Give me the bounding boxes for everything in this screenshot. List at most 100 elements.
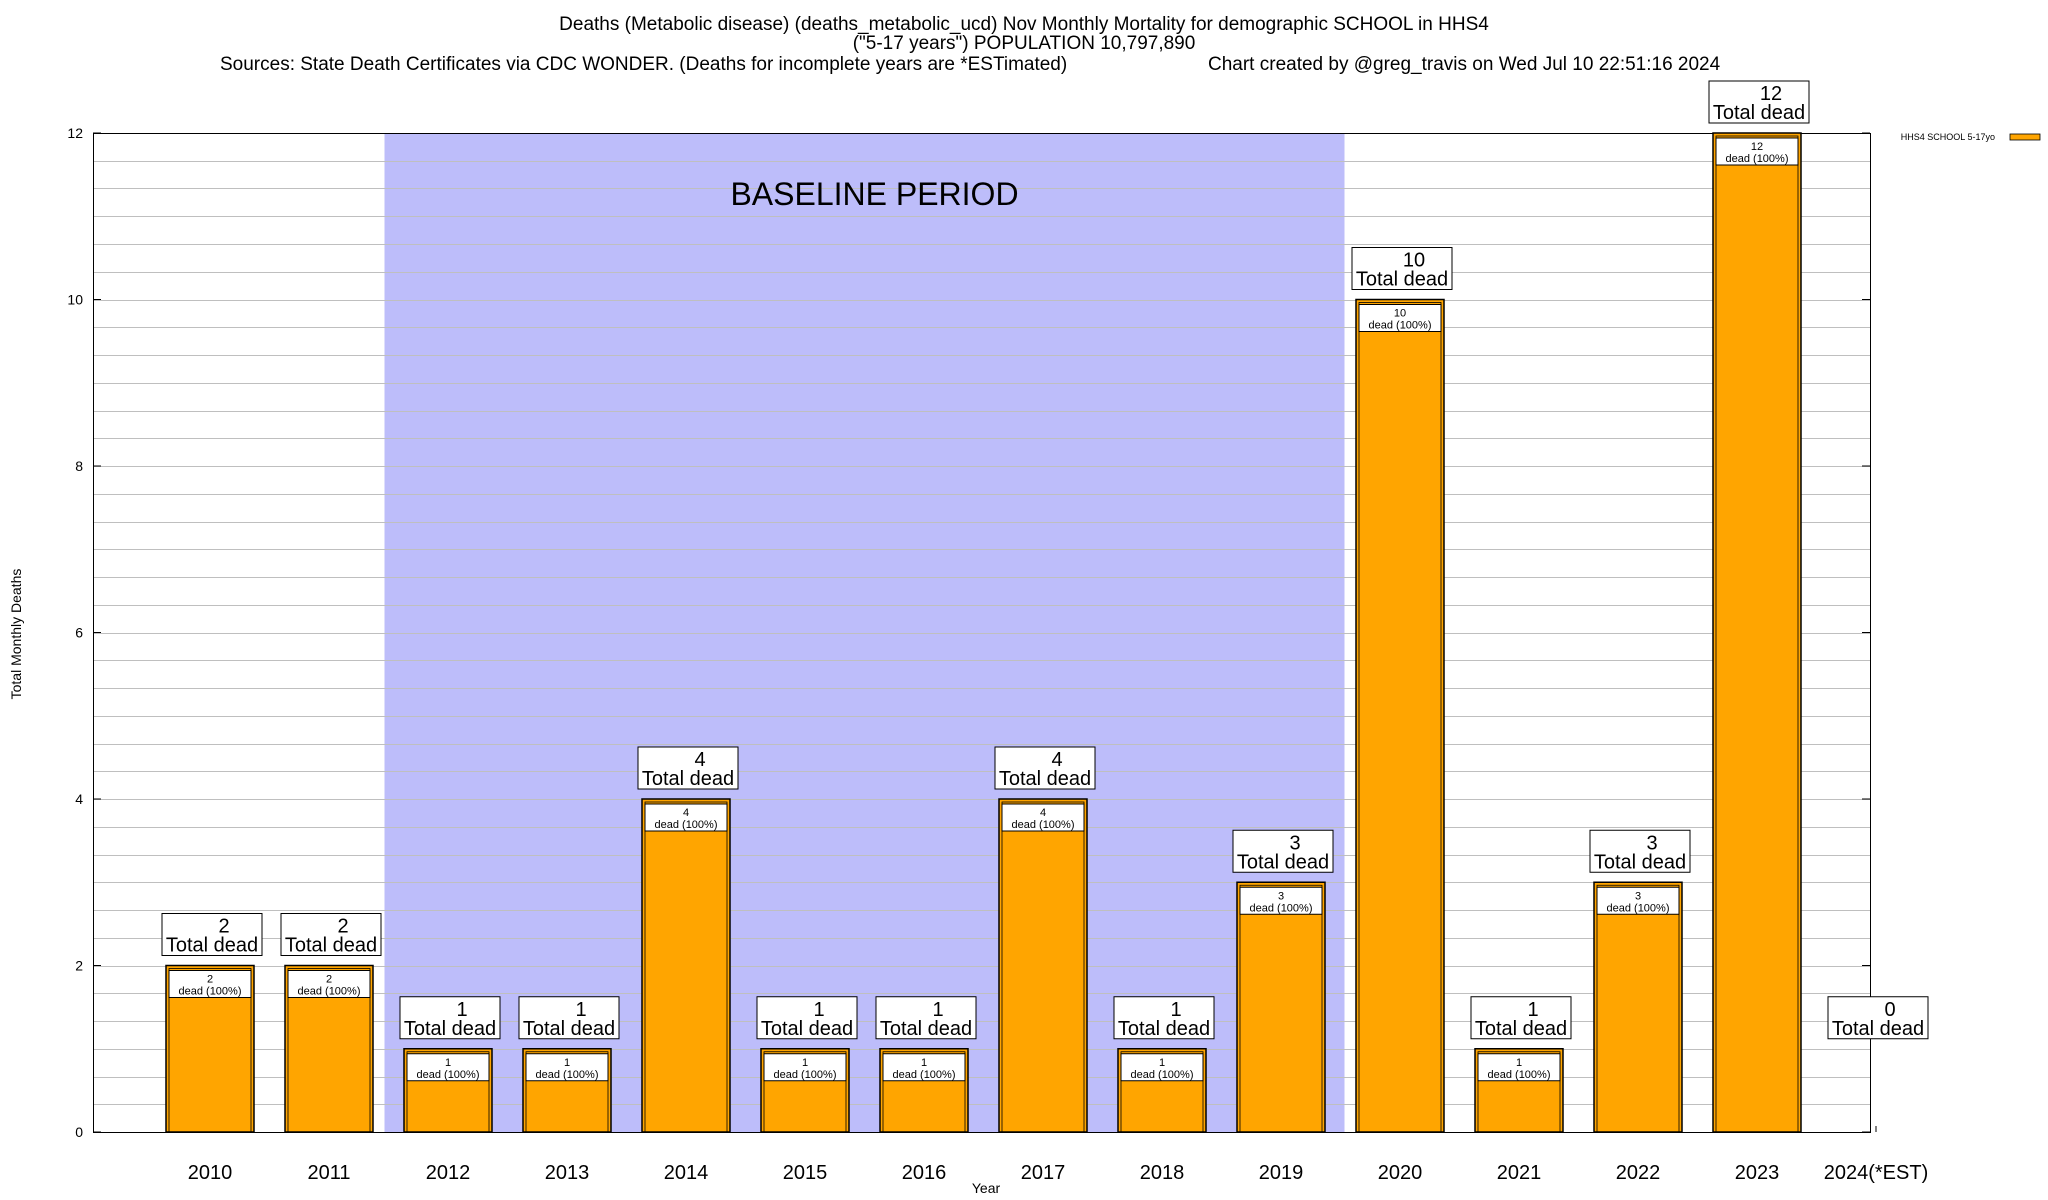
total-label-text: Total dead xyxy=(642,768,734,790)
inner-label-text: dead (100%) xyxy=(1131,1069,1194,1081)
bar xyxy=(998,798,1088,1133)
total-value-label: 4 xyxy=(694,749,705,771)
total-label-text: Total dead xyxy=(1237,851,1329,873)
x-tick-label: 2021 xyxy=(1497,1162,1542,1184)
sources-note: Sources: State Death Certificates via CD… xyxy=(220,54,1068,75)
total-label-box xyxy=(399,996,501,1040)
inner-label-text: dead (100%) xyxy=(1012,819,1075,831)
total-value-label: 1 xyxy=(813,999,824,1021)
total-label-text: Total dead xyxy=(404,1018,496,1040)
bar-inner-outline xyxy=(1239,884,1323,1133)
baseline-period-label: BASELINE PERIOD xyxy=(730,176,1018,212)
chart-title: Deaths (Metabolic disease) (deaths_metab… xyxy=(559,14,1489,35)
bar-inner-outline xyxy=(525,1051,609,1133)
x-tick-label: 2010 xyxy=(188,1162,233,1184)
inner-value-label: 3 xyxy=(1635,890,1641,902)
inner-label-text: dead (100%) xyxy=(774,1069,837,1081)
total-value-label: 3 xyxy=(1646,832,1657,854)
total-label-text: Total dead xyxy=(1118,1018,1210,1040)
inner-label-box xyxy=(525,1053,609,1082)
total-value-label: 2 xyxy=(337,916,348,938)
total-label-box xyxy=(161,913,263,956)
total-label-box xyxy=(1827,996,1929,1040)
bar-inner-outline xyxy=(1120,1051,1204,1133)
x-tick-label: 2012 xyxy=(426,1162,471,1184)
inner-value-label: 1 xyxy=(445,1057,451,1069)
y-tick-label: 0 xyxy=(75,1124,83,1140)
x-tick-label: 2022 xyxy=(1616,1162,1661,1184)
inner-value-label: 4 xyxy=(1040,807,1046,819)
bar-inner-outline xyxy=(406,1051,490,1133)
inner-value-label: 2 xyxy=(207,974,213,986)
inner-value-label: 1 xyxy=(564,1057,570,1069)
total-value-label: 4 xyxy=(1051,749,1062,771)
inner-label-box xyxy=(168,970,252,998)
inner-label-text: dead (100%) xyxy=(417,1069,480,1081)
total-label-box xyxy=(1589,829,1691,873)
total-value-label: 0 xyxy=(1884,999,1895,1021)
inner-label-box xyxy=(406,1053,490,1082)
inner-label-box xyxy=(644,803,728,832)
inner-label-box xyxy=(1239,886,1323,915)
total-label-text: Total dead xyxy=(999,768,1091,790)
bar-inner-outline xyxy=(168,968,252,1133)
total-label-box xyxy=(994,746,1096,790)
bar-inner-outline xyxy=(287,968,371,1133)
total-label-box xyxy=(756,996,858,1040)
total-label-box xyxy=(280,913,382,956)
inner-label-box xyxy=(1001,803,1085,832)
inner-label-text: dead (100%) xyxy=(655,819,718,831)
bar-inner-outline xyxy=(1715,135,1799,1133)
inner-value-label: 1 xyxy=(802,1057,808,1069)
total-label-box xyxy=(518,996,620,1040)
y-tick-label: 6 xyxy=(75,625,83,641)
total-label-box xyxy=(1232,829,1334,873)
x-tick-label: 2015 xyxy=(783,1162,828,1184)
x-tick-label: 2019 xyxy=(1259,1162,1304,1184)
inner-value-label: 4 xyxy=(683,807,689,819)
inner-label-text: dead (100%) xyxy=(1369,320,1432,332)
inner-label-box xyxy=(1358,304,1442,332)
total-value-label: 1 xyxy=(456,999,467,1021)
bar-inner-outline xyxy=(763,1051,847,1133)
x-tick-label: 2024(*EST) xyxy=(1824,1162,1929,1184)
inner-label-box xyxy=(1596,886,1680,915)
inner-value-label: 1 xyxy=(921,1057,927,1069)
bar-inner-outline xyxy=(1596,884,1680,1133)
legend-swatch xyxy=(2009,133,2041,141)
total-label-text: Total dead xyxy=(1356,269,1448,291)
total-label-text: Total dead xyxy=(166,935,258,957)
total-value-label: 10 xyxy=(1403,250,1425,272)
x-tick-label: 2016 xyxy=(902,1162,947,1184)
inner-label-text: dead (100%) xyxy=(1488,1069,1551,1081)
y-tick-label: 8 xyxy=(75,458,83,474)
total-label-box xyxy=(637,746,739,790)
total-value-label: 1 xyxy=(575,999,586,1021)
bar xyxy=(1712,132,1802,1133)
inner-label-box xyxy=(763,1053,847,1082)
x-axis-label: Year xyxy=(971,1180,1001,1196)
x-tick-label: 2017 xyxy=(1021,1162,1066,1184)
legend-label: HHS4 SCHOOL 5-17yo xyxy=(1901,132,1995,142)
baseline-band xyxy=(384,133,1345,1132)
total-value-label: 3 xyxy=(1289,832,1300,854)
inner-value-label: 1 xyxy=(1516,1057,1522,1069)
inner-label-box xyxy=(882,1053,966,1082)
y-tick-label: 2 xyxy=(75,958,83,974)
x-tick-label: 2011 xyxy=(307,1162,350,1184)
total-label-text: Total dead xyxy=(523,1018,615,1040)
total-value-label: 2 xyxy=(218,916,229,938)
total-label-text: Total dead xyxy=(761,1018,853,1040)
bar-inner-outline xyxy=(644,801,728,1133)
bar-inner-outline xyxy=(882,1051,966,1133)
total-label-text: Total dead xyxy=(285,935,377,957)
total-label-text: Total dead xyxy=(1832,1018,1924,1040)
inner-label-text: dead (100%) xyxy=(893,1069,956,1081)
bar xyxy=(1355,298,1445,1133)
inner-value-label: 12 xyxy=(1751,141,1763,153)
total-label-text: Total dead xyxy=(1594,851,1686,873)
inner-label-text: dead (100%) xyxy=(298,986,361,998)
inner-label-text: dead (100%) xyxy=(1726,153,1789,165)
x-tick-label: 2014 xyxy=(664,1162,709,1184)
inner-label-text: dead (100%) xyxy=(179,986,242,998)
